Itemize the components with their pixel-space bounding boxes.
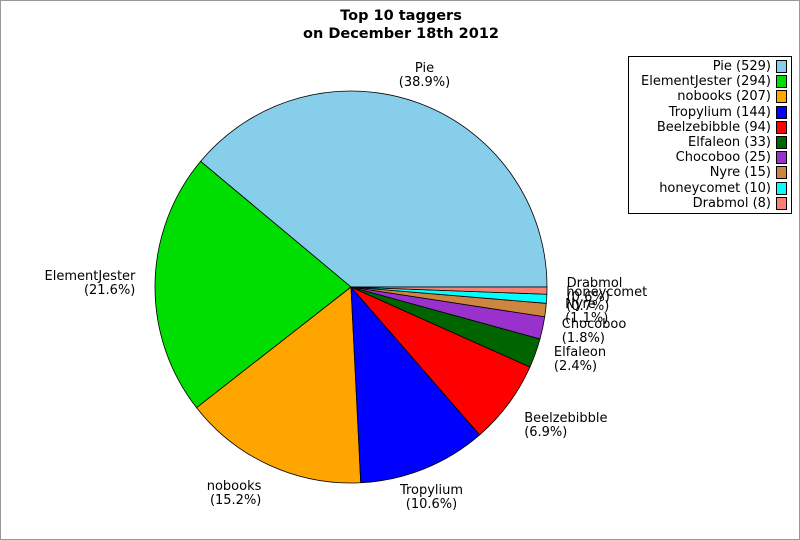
chart-title-block: Top 10 taggers on December 18th 2012 bbox=[1, 7, 799, 43]
chart-subtitle: on December 18th 2012 bbox=[303, 26, 499, 42]
legend-label: Nyre (15) bbox=[709, 165, 771, 181]
legend-swatch bbox=[776, 181, 787, 195]
slice-label-chocoboo: Chocoboo (1.8%) bbox=[562, 318, 627, 346]
slice-label-name: ElementJester bbox=[44, 268, 136, 284]
slice-label-percent: (6.9%) bbox=[524, 425, 568, 441]
legend-item-tropylium: Tropylium (144) bbox=[631, 105, 787, 120]
legend-swatch bbox=[776, 60, 787, 74]
legend-item-elementjester: ElementJester (294) bbox=[631, 74, 787, 89]
pie-slice-tropylium bbox=[350, 286, 480, 484]
pie-slice-elementjester bbox=[154, 160, 352, 409]
legend-item-nyre: Nyre (15) bbox=[631, 165, 787, 180]
legend-swatch bbox=[776, 75, 787, 89]
slice-label-percent: (10.6%) bbox=[405, 497, 458, 512]
legend-item-drabmol: Drabmol (8) bbox=[631, 196, 787, 211]
legend-swatch bbox=[776, 105, 787, 119]
chart-title: Top 10 taggers bbox=[340, 8, 462, 24]
slice-label-percent: (2.4%) bbox=[553, 358, 598, 374]
slice-label-name: Chocoboo bbox=[561, 317, 627, 332]
legend-label: ElementJester (294) bbox=[641, 74, 771, 90]
legend-swatch bbox=[776, 166, 787, 180]
legend-swatch bbox=[776, 120, 787, 134]
slice-label-percent: (0.7%) bbox=[566, 299, 610, 314]
legend-swatch bbox=[776, 136, 787, 150]
slice-label-name: honeycomet bbox=[566, 285, 648, 300]
slice-label-name: Drabmol bbox=[566, 276, 623, 291]
legend-item-honeycomet: honeycomet (10) bbox=[631, 181, 787, 196]
legend-item-nobooks: nobooks (207) bbox=[631, 89, 787, 104]
slice-label-elfaleon: Elfaleon (2.4%) bbox=[553, 344, 607, 374]
pie-slice-pie bbox=[200, 90, 548, 288]
slice-label-tropylium: Tropylium (10.6%) bbox=[400, 484, 463, 512]
legend-label: Beelzebibble (94) bbox=[656, 119, 771, 135]
legend-swatch bbox=[776, 151, 787, 165]
legend-swatch bbox=[776, 90, 787, 104]
legend-label: honeycomet (10) bbox=[659, 180, 771, 196]
legend-label: nobooks (207) bbox=[677, 89, 771, 105]
slice-label-name: Nyre bbox=[565, 297, 596, 313]
slice-label-percent: (1.8%) bbox=[561, 331, 605, 346]
slice-label-pie: Pie (38.9%) bbox=[399, 62, 450, 90]
slice-label-name: Elfaleon bbox=[553, 344, 607, 360]
slice-label-honeycomet: honeycomet (0.7%) bbox=[566, 286, 647, 314]
legend-label: Pie (529) bbox=[712, 59, 771, 75]
pie-slice-drabmol bbox=[350, 286, 548, 295]
slice-label-elementjester: ElementJester (21.6%) bbox=[44, 268, 136, 298]
legend-item-beelzebibble: Beelzebibble (94) bbox=[631, 120, 787, 135]
slice-label-beelzebibble: Beelzebibble (6.9%) bbox=[524, 412, 607, 440]
legend-swatch bbox=[776, 196, 787, 210]
legend-label: Tropylium (144) bbox=[668, 104, 771, 120]
slice-label-drabmol: Drabmol (0.6%) bbox=[567, 277, 623, 305]
legend-item-elfaleon: Elfaleon (33) bbox=[631, 135, 787, 150]
slice-label-percent: (0.6%) bbox=[566, 290, 610, 305]
legend-label: Chocoboo (25) bbox=[675, 150, 771, 166]
slice-label-name: Beelzebibble bbox=[524, 411, 608, 427]
legend-item-pie: Pie (529) bbox=[631, 59, 787, 74]
legend: Pie (529) ElementJester (294) nobooks (207… bbox=[628, 56, 792, 214]
legend-label: Drabmol (8) bbox=[692, 195, 771, 211]
slice-label-name: Tropylium bbox=[399, 483, 464, 498]
slice-label-percent: (15.2%) bbox=[209, 493, 262, 509]
legend-item-chocoboo: Chocoboo (25) bbox=[631, 150, 787, 165]
pie-slice-nobooks bbox=[196, 286, 362, 484]
slice-label-name: nobooks bbox=[206, 479, 262, 495]
slice-label-nobooks: nobooks (15.2%) bbox=[207, 480, 262, 508]
slice-label-name: Pie bbox=[414, 61, 435, 77]
slice-label-percent: (38.9%) bbox=[398, 75, 451, 91]
slice-label-percent: (21.6%) bbox=[83, 282, 136, 298]
slice-label-percent: (1.1%) bbox=[565, 311, 609, 327]
slice-label-nyre: Nyre (1.1%) bbox=[565, 298, 608, 326]
legend-label: Elfaleon (33) bbox=[688, 135, 771, 151]
